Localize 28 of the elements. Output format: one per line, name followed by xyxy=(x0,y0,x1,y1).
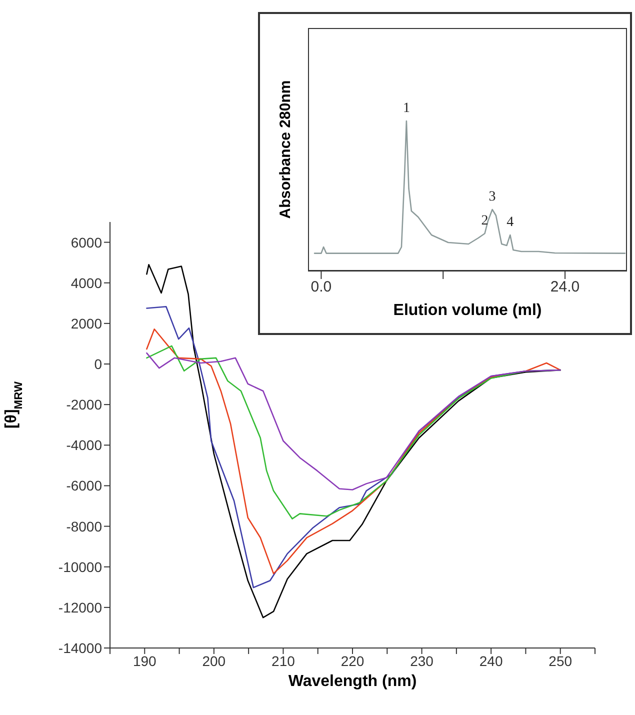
y-tick-label: -4000 xyxy=(66,437,102,454)
y-tick-label: 0 xyxy=(94,356,102,372)
line-series xyxy=(146,352,562,490)
x-tick-label: 200 xyxy=(202,652,226,669)
y-tick-label: -8000 xyxy=(66,518,102,534)
x-tick-label: 250 xyxy=(548,652,572,669)
annotation: 2 xyxy=(481,214,488,228)
annotation: 3 xyxy=(488,190,496,204)
x-tick-label: 210 xyxy=(272,652,296,669)
x-tick-label: 240 xyxy=(479,652,503,669)
y-tick-label: -12000 xyxy=(58,599,102,616)
x-tick-label: 220 xyxy=(340,652,364,669)
x-tick-label: 190 xyxy=(132,652,157,669)
annotation: 4 xyxy=(506,215,514,230)
y-tick-label: 6000 xyxy=(70,234,102,250)
y-tick-label: 4000 xyxy=(70,274,102,291)
y-tick-label: -6000 xyxy=(66,478,102,494)
y-tick-label: -10000 xyxy=(58,558,102,575)
x-tick-label: 230 xyxy=(410,652,434,669)
y-tick-label: -2000 xyxy=(66,396,102,413)
x-tick-label: 24.0 xyxy=(550,278,580,296)
y-tick-label: 2000 xyxy=(70,315,102,332)
x-axis-title: Wavelength (nm) xyxy=(288,673,417,690)
y-tick-label: -14000 xyxy=(58,640,102,656)
x-axis-title: Elution volume (ml) xyxy=(393,302,542,319)
y-axis-title: Absorbance 280nm xyxy=(277,80,294,219)
x-tick-label: 0.0 xyxy=(310,278,332,296)
annotation: 1 xyxy=(402,101,410,116)
